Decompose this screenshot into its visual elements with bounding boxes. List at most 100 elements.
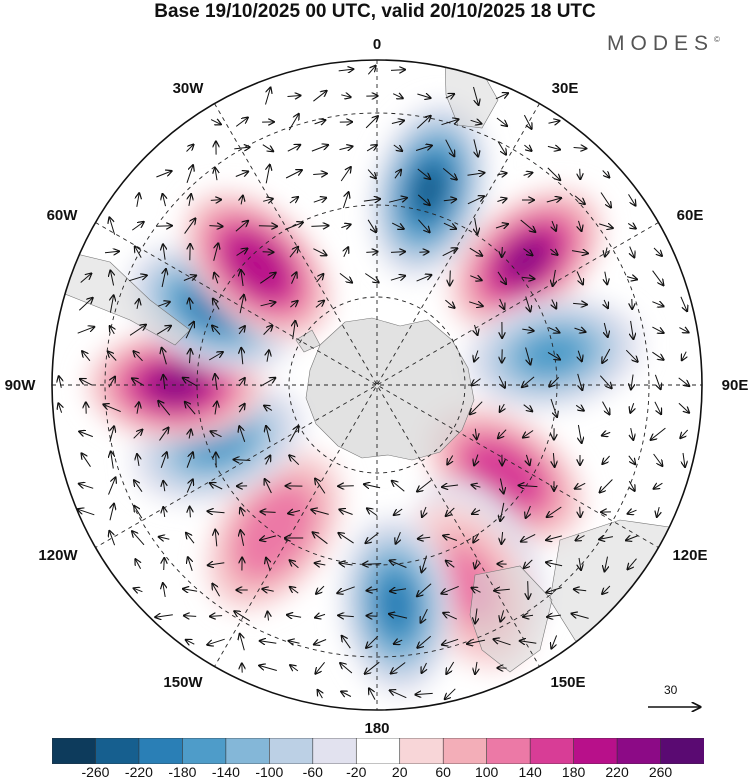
wind-vector [235,172,248,177]
wind-vector [340,563,353,565]
wind-vector [189,194,191,206]
wind-vector [133,430,143,439]
wind-vector [494,589,510,590]
wind-vector [183,589,198,591]
wind-vector [159,428,169,441]
wind-vector [315,479,326,494]
wind-vector [132,378,145,387]
wind-vector [134,480,143,492]
wind-vector [365,273,378,283]
polar-map: 0 30E 60E 90E 120E 150E 180 150W 120W 90… [5,36,749,735]
wind-vector [315,661,325,673]
wind-vector [469,247,482,256]
wind-vector [575,483,586,488]
wind-vector [599,224,613,228]
wind-vector [211,431,222,438]
wind-vectors [58,66,689,700]
wind-vector [163,194,166,207]
wind-vector [79,484,94,489]
wind-vector [521,533,536,541]
wind-vector [547,146,560,149]
wind-vector [472,485,481,487]
wind-vector [341,95,350,97]
wind-vector [263,199,273,202]
wind-vector [573,148,587,149]
wind-vector [266,426,270,443]
wind-vector [188,557,192,571]
wind-vector [579,220,582,231]
wind-vector [605,247,607,257]
wind-vector [186,165,193,183]
lon-label-30w: 30W [173,80,205,97]
wind-vector [80,274,92,283]
wind-vector [580,168,581,179]
wind-vector [494,639,511,646]
wind-vector [290,587,299,594]
wind-vector [445,94,454,98]
lon-label-90w: 90W [5,377,37,394]
wind-vector [162,269,166,288]
wind-vector [137,193,139,207]
wind-vector [155,615,173,617]
wind-vector [417,168,430,179]
wind-vector [129,275,147,282]
wind-vector [241,196,243,205]
wind-vector [132,222,143,231]
wind-vector [239,426,246,442]
wind-vector [470,120,482,123]
wind-vector [215,374,217,390]
wind-vector [366,145,377,152]
brand-logo: MODES© [607,32,720,56]
wind-vector [654,401,661,414]
wind-vector [579,557,581,570]
wind-vector [602,432,611,435]
wind-vector [78,298,92,311]
wind-vector [338,69,354,71]
wind-vector [679,328,688,333]
wind-vector [443,222,456,229]
wind-vector [134,351,143,362]
wind-vector [215,402,217,415]
wind-vector [287,145,300,152]
wind-vector [240,508,243,517]
wind-vector [388,198,407,203]
wind-vector [264,406,273,411]
wind-vector [522,329,533,331]
wind-vector [339,146,353,149]
wind-vector [442,485,459,487]
colorbar-swatch [486,738,531,764]
wind-vector [390,690,407,699]
wind-vector [442,168,457,179]
wind-vector [110,426,114,442]
wind-vector [290,301,297,308]
wind-vector [314,640,327,645]
map-border [51,59,703,711]
wind-vector [526,505,531,518]
wind-vector [311,510,329,515]
wind-vector [111,452,114,469]
wind-vector [654,483,663,489]
colorbar-swatch [399,738,445,764]
anomaly-contour [480,453,530,496]
wind-vector [289,455,300,466]
wind-vector [158,302,170,306]
wind-vector [552,299,556,309]
wind-vector [241,270,243,287]
wind-vector [314,120,326,124]
wind-vector [265,88,271,105]
wind-vector [652,270,664,286]
wind-vector [129,325,146,336]
wind-vector [104,251,119,252]
wind-vector [578,350,582,362]
wind-vector [417,583,432,597]
wind-vector [132,531,145,546]
wind-vector [654,374,660,389]
colorbar-tick-label: -220 [124,764,153,780]
wind-vector [416,116,430,129]
wind-vector [548,327,560,332]
wind-vector [210,483,223,490]
wind-vector [110,504,114,521]
wind-vector [313,248,326,256]
wind-vector [497,141,506,154]
wind-vector [266,558,270,571]
